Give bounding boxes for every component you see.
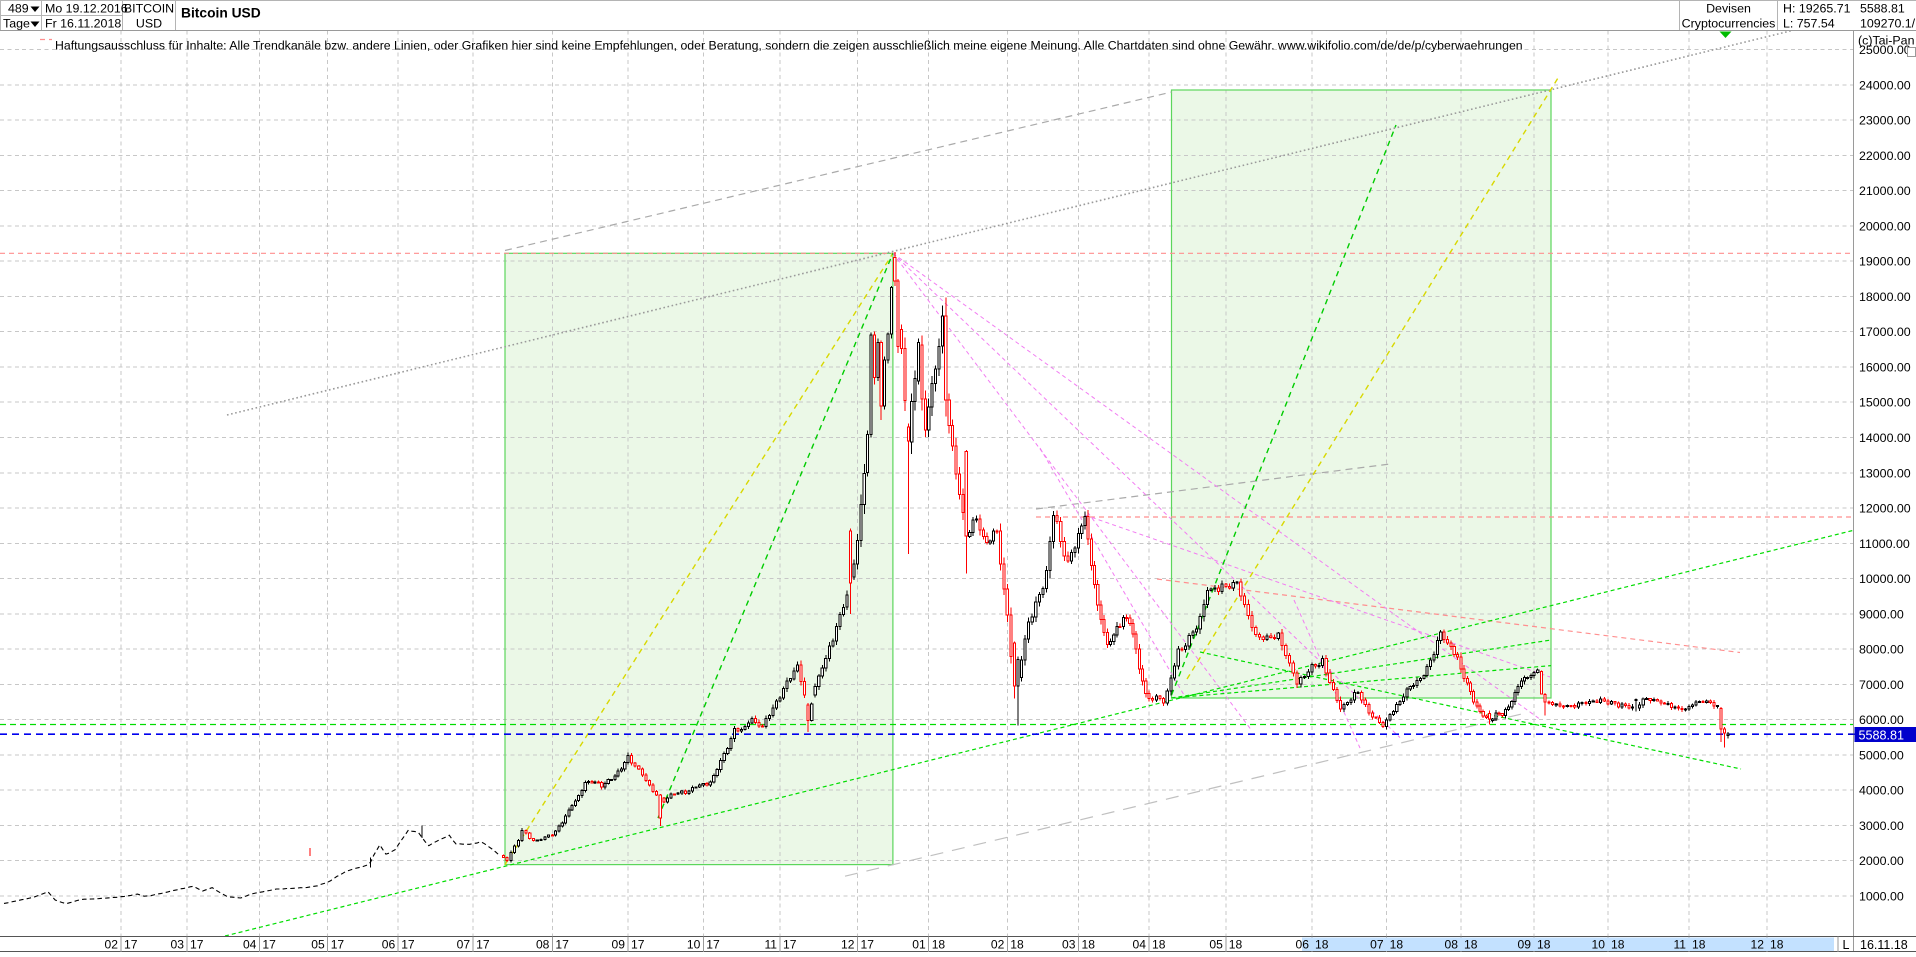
svg-text:7000.00: 7000.00 — [1859, 678, 1904, 692]
svg-text:17: 17 — [631, 938, 645, 952]
svg-text:17000.00: 17000.00 — [1859, 325, 1911, 339]
svg-text:16.11.18: 16.11.18 — [1860, 938, 1908, 952]
svg-text:18000.00: 18000.00 — [1859, 290, 1911, 304]
svg-text:13000.00: 13000.00 — [1859, 466, 1911, 480]
svg-text:04: 04 — [1133, 938, 1147, 952]
svg-text:11: 11 — [1673, 938, 1686, 952]
svg-text:18: 18 — [1152, 938, 1166, 952]
svg-text:16000.00: 16000.00 — [1859, 361, 1911, 375]
svg-text:5588.81: 5588.81 — [1859, 728, 1905, 742]
svg-text:05: 05 — [1209, 938, 1223, 952]
svg-text:3000.00: 3000.00 — [1859, 819, 1904, 833]
svg-text:2000.00: 2000.00 — [1859, 854, 1904, 868]
svg-text:L: 757.54: L: 757.54 — [1783, 16, 1835, 30]
svg-text:19000.00: 19000.00 — [1859, 255, 1911, 269]
svg-text:18: 18 — [1611, 938, 1625, 952]
svg-text:06: 06 — [382, 938, 396, 952]
svg-text:18: 18 — [1010, 938, 1024, 952]
svg-text:04: 04 — [243, 938, 257, 952]
svg-text:H: 19265.71: H: 19265.71 — [1783, 1, 1851, 15]
svg-text:12: 12 — [1751, 938, 1765, 952]
svg-text:18: 18 — [1692, 938, 1706, 952]
svg-text:Tage: Tage — [3, 16, 30, 30]
svg-text:17: 17 — [476, 938, 490, 952]
svg-text:17: 17 — [401, 938, 415, 952]
svg-text:17: 17 — [783, 938, 797, 952]
svg-text:18: 18 — [1315, 938, 1329, 952]
svg-text:22000.00: 22000.00 — [1859, 149, 1911, 163]
svg-text:03: 03 — [1062, 938, 1076, 952]
svg-text:09: 09 — [612, 938, 626, 952]
svg-text:Devisen: Devisen — [1706, 1, 1751, 15]
svg-text:06: 06 — [1296, 938, 1310, 952]
svg-text:11: 11 — [764, 938, 777, 952]
svg-text:4000.00: 4000.00 — [1859, 784, 1904, 798]
svg-text:18: 18 — [1464, 938, 1478, 952]
svg-text:07: 07 — [457, 938, 471, 952]
svg-text:17: 17 — [331, 938, 345, 952]
svg-text:17: 17 — [190, 938, 204, 952]
svg-text:Haftungsausschluss für Inhalte: Haftungsausschluss für Inhalte: Alle Tre… — [55, 39, 1523, 53]
svg-text:01: 01 — [912, 938, 926, 952]
svg-text:11000.00: 11000.00 — [1859, 537, 1910, 551]
svg-text:18: 18 — [1229, 938, 1243, 952]
svg-text:6000.00: 6000.00 — [1859, 713, 1904, 727]
svg-text:18: 18 — [1537, 938, 1551, 952]
svg-text:109270.1/: 109270.1/ — [1860, 16, 1916, 30]
svg-text:05: 05 — [311, 938, 325, 952]
svg-text:18: 18 — [1082, 938, 1096, 952]
svg-text:(c)Tai-Pan: (c)Tai-Pan — [1858, 34, 1915, 48]
svg-text:17: 17 — [706, 938, 720, 952]
svg-text:21000.00: 21000.00 — [1859, 184, 1911, 198]
svg-text:07: 07 — [1370, 938, 1384, 952]
svg-text:Bitcoin USD: Bitcoin USD — [181, 6, 261, 21]
svg-text:02: 02 — [105, 938, 119, 952]
svg-text:1000.00: 1000.00 — [1859, 890, 1904, 904]
svg-text:USD: USD — [136, 16, 162, 30]
svg-text:Cryptocurrencies: Cryptocurrencies — [1682, 16, 1776, 30]
svg-text:18: 18 — [1770, 938, 1784, 952]
svg-text:5588.81: 5588.81 — [1860, 1, 1905, 15]
svg-text:18: 18 — [932, 938, 946, 952]
svg-text:9000.00: 9000.00 — [1859, 607, 1904, 621]
svg-text:12: 12 — [841, 938, 855, 952]
svg-text:14000.00: 14000.00 — [1859, 431, 1911, 445]
svg-text:24000.00: 24000.00 — [1859, 78, 1911, 92]
svg-text:08: 08 — [536, 938, 550, 952]
svg-text:17: 17 — [124, 938, 138, 952]
svg-text:17: 17 — [262, 938, 276, 952]
svg-text:L: L — [1843, 938, 1850, 952]
svg-text:10: 10 — [687, 938, 701, 952]
svg-text:10000.00: 10000.00 — [1859, 572, 1911, 586]
svg-text:18: 18 — [1390, 938, 1404, 952]
svg-text:Mo 19.12.2016: Mo 19.12.2016 — [45, 1, 128, 15]
svg-text:20000.00: 20000.00 — [1859, 219, 1911, 233]
svg-text:09: 09 — [1518, 938, 1532, 952]
svg-text:23000.00: 23000.00 — [1859, 114, 1911, 128]
svg-text:10: 10 — [1592, 938, 1606, 952]
svg-text:8000.00: 8000.00 — [1859, 643, 1904, 657]
svg-text:Fr 16.11.2018: Fr 16.11.2018 — [45, 16, 121, 30]
svg-text:489: 489 — [8, 1, 29, 15]
svg-text:17: 17 — [861, 938, 875, 952]
svg-text:17: 17 — [555, 938, 569, 952]
svg-text:12000.00: 12000.00 — [1859, 502, 1911, 516]
svg-text:BITCOIN: BITCOIN — [124, 1, 174, 15]
svg-text:02: 02 — [991, 938, 1005, 952]
svg-text:08: 08 — [1445, 938, 1459, 952]
svg-text:03: 03 — [171, 938, 185, 952]
svg-text:15000.00: 15000.00 — [1859, 396, 1911, 410]
svg-text:5000.00: 5000.00 — [1859, 748, 1904, 762]
